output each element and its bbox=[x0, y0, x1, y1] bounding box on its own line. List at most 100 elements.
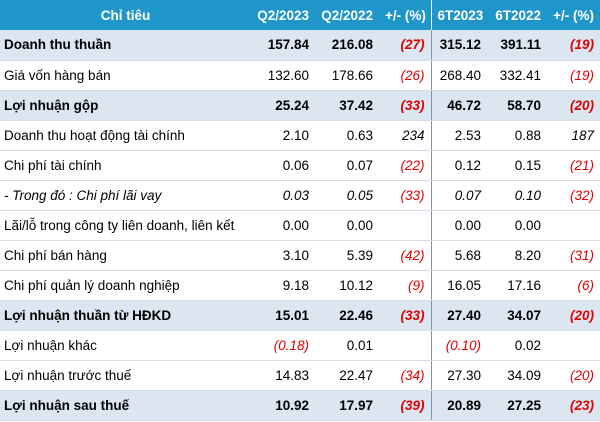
quarter-change-pct bbox=[379, 210, 431, 241]
6m-2023-value: 27.40 bbox=[430, 300, 487, 331]
quarter-change-pct: (33) bbox=[379, 300, 431, 331]
q2-2023-value: 132.60 bbox=[251, 60, 315, 91]
column-header-q2-2023: Q2/2023 bbox=[251, 0, 315, 30]
q2-2023-value: 25.24 bbox=[251, 90, 315, 121]
row-label: Doanh thu thuần bbox=[0, 30, 251, 61]
6m-2022-value: 0.88 bbox=[487, 120, 547, 151]
q2-2022-value: 0.01 bbox=[315, 330, 379, 361]
q2-2022-value: 5.39 bbox=[315, 240, 379, 271]
6m-2023-value: 5.68 bbox=[430, 240, 487, 271]
q2-2022-value: 0.05 bbox=[315, 180, 379, 211]
6m-2022-value: 58.70 bbox=[487, 90, 547, 121]
q2-2023-value: 0.00 bbox=[251, 210, 315, 241]
6m-2023-value: 46.72 bbox=[430, 90, 487, 121]
q2-2022-value: 37.42 bbox=[315, 90, 379, 121]
row-label: Doanh thu hoạt động tài chính bbox=[0, 120, 251, 151]
half-year-change-pct bbox=[547, 330, 600, 361]
table-row: Lợi nhuận trước thuế 14.83 22.47 (34) 27.30 3… bbox=[0, 360, 600, 391]
quarter-change-pct bbox=[379, 330, 431, 361]
6m-2022-value: 34.09 bbox=[487, 360, 547, 391]
half-year-change-pct: (21) bbox=[547, 150, 600, 181]
half-year-change-pct: (20) bbox=[547, 360, 600, 391]
column-header-indicator: Chỉ tiêu bbox=[0, 0, 251, 30]
6m-2023-value: 2.53 bbox=[430, 120, 487, 151]
half-year-change-pct: (19) bbox=[547, 60, 600, 91]
6m-2023-value: 268.40 bbox=[430, 60, 487, 91]
column-header-half-year-change: +/- (%) bbox=[547, 0, 600, 30]
q2-2022-value: 10.12 bbox=[315, 270, 379, 301]
quarter-change-pct: (26) bbox=[379, 60, 431, 91]
q2-2023-value: 15.01 bbox=[251, 300, 315, 331]
column-header-6m-2023: 6T2023 bbox=[430, 0, 487, 30]
6m-2023-value: 0.07 bbox=[430, 180, 487, 211]
q2-2022-value: 0.07 bbox=[315, 150, 379, 181]
quarter-change-pct: (22) bbox=[379, 150, 431, 181]
quarter-change-pct: (9) bbox=[379, 270, 431, 301]
6m-2022-value: 8.20 bbox=[487, 240, 547, 271]
6m-2023-value: 27.30 bbox=[430, 360, 487, 391]
6m-2022-value: 0.10 bbox=[487, 180, 547, 211]
q2-2023-value: 2.10 bbox=[251, 120, 315, 151]
table-row: Chi phí tài chính 0.06 0.07 (22) 0.12 0.15 (21… bbox=[0, 150, 600, 181]
quarter-change-pct: (34) bbox=[379, 360, 431, 391]
row-label: Chi phí quản lý doanh nghiệp bbox=[0, 270, 251, 301]
table-row: Lợi nhuận thuần từ HĐKD 15.01 22.46 (33) 27.… bbox=[0, 300, 600, 331]
q2-2023-value: 157.84 bbox=[251, 30, 315, 61]
q2-2023-value: 9.18 bbox=[251, 270, 315, 301]
q2-2023-value: 14.83 bbox=[251, 360, 315, 391]
half-year-change-pct: (6) bbox=[547, 270, 600, 301]
quarter-change-pct: (27) bbox=[379, 30, 431, 61]
table-row: Lợi nhuận gộp 25.24 37.42 (33) 46.72 58.70 (20… bbox=[0, 90, 600, 121]
q2-2022-value: 0.63 bbox=[315, 120, 379, 151]
table-row: Doanh thu hoạt động tài chính 2.10 0.63 234… bbox=[0, 120, 600, 151]
quarter-change-pct: (39) bbox=[379, 390, 431, 421]
table-row: Lợi nhuận sau thuế 10.92 17.97 (39) 20.89 27.… bbox=[0, 390, 600, 421]
table-row: Lợi nhuận khác (0.18) 0.01 (0.10) 0.02 bbox=[0, 330, 600, 361]
row-label: Chi phí bán hàng bbox=[0, 240, 251, 271]
half-year-change-pct: (31) bbox=[547, 240, 600, 271]
table-header-row: Chỉ tiêu Q2/2023 Q2/2022 +/- (%) 6T2023 … bbox=[0, 0, 600, 30]
quarter-change-pct: (42) bbox=[379, 240, 431, 271]
row-label: Lãi/lỗ trong công ty liên doanh, liên kế… bbox=[0, 210, 251, 241]
6m-2023-value: 20.89 bbox=[430, 390, 487, 421]
6m-2022-value: 0.15 bbox=[487, 150, 547, 181]
6m-2022-value: 332.41 bbox=[487, 60, 547, 91]
quarter-change-pct: (33) bbox=[379, 180, 431, 211]
6m-2023-value: 315.12 bbox=[430, 30, 487, 61]
q2-2022-value: 216.08 bbox=[315, 30, 379, 61]
q2-2022-value: 22.47 bbox=[315, 360, 379, 391]
half-year-change-pct: (23) bbox=[547, 390, 600, 421]
6m-2022-value: 391.11 bbox=[487, 30, 547, 61]
row-label: Lợi nhuận khác bbox=[0, 330, 251, 361]
row-label: Lợi nhuận trước thuế bbox=[0, 360, 251, 391]
table-body: Doanh thu thuần 157.84 216.08 (27) 315.12 391… bbox=[0, 30, 600, 421]
row-label: Lợi nhuận gộp bbox=[0, 90, 251, 121]
table-row: Doanh thu thuần 157.84 216.08 (27) 315.12 391… bbox=[0, 30, 600, 61]
q2-2022-value: 22.46 bbox=[315, 300, 379, 331]
half-year-change-pct: (19) bbox=[547, 30, 600, 61]
half-year-change-pct: (20) bbox=[547, 90, 600, 121]
q2-2023-value: 0.06 bbox=[251, 150, 315, 181]
q2-2023-value: 0.03 bbox=[251, 180, 315, 211]
half-year-change-pct bbox=[547, 210, 600, 241]
quarter-change-pct: 234 bbox=[379, 120, 431, 151]
6m-2023-value: 0.12 bbox=[430, 150, 487, 181]
table-row: - Trong đó : Chi phí lãi vay 0.03 0.05 (33)… bbox=[0, 180, 600, 211]
row-label: Lợi nhuận sau thuế bbox=[0, 390, 251, 421]
q2-2023-value: (0.18) bbox=[251, 330, 315, 361]
half-year-change-pct: 187 bbox=[547, 120, 600, 151]
half-year-change-pct: (32) bbox=[547, 180, 600, 211]
6m-2022-value: 27.25 bbox=[487, 390, 547, 421]
q2-2022-value: 178.66 bbox=[315, 60, 379, 91]
q2-2022-value: 0.00 bbox=[315, 210, 379, 241]
column-header-q2-2022: Q2/2022 bbox=[315, 0, 379, 30]
row-label: - Trong đó : Chi phí lãi vay bbox=[0, 180, 251, 211]
row-label: Lợi nhuận thuần từ HĐKD bbox=[0, 300, 251, 331]
quarter-change-pct: (33) bbox=[379, 90, 431, 121]
6m-2022-value: 0.00 bbox=[487, 210, 547, 241]
table-row: Lãi/lỗ trong công ty liên doanh, liên kế… bbox=[0, 210, 600, 241]
row-label: Giá vốn hàng bán bbox=[0, 60, 251, 91]
6m-2022-value: 0.02 bbox=[487, 330, 547, 361]
6m-2023-value: (0.10) bbox=[430, 330, 487, 361]
